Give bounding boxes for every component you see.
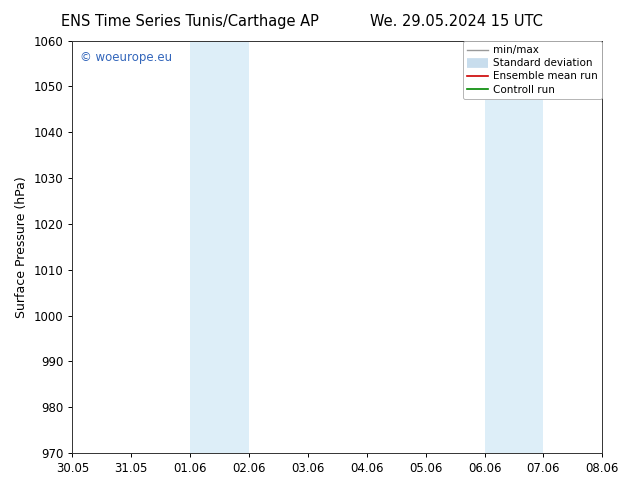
Bar (484, 41, 514, 453)
Text: © woeurope.eu: © woeurope.eu (81, 51, 172, 64)
Bar (514, 41, 543, 453)
Text: We. 29.05.2024 15 UTC: We. 29.05.2024 15 UTC (370, 14, 543, 29)
Bar (190, 41, 219, 453)
Legend: min/max, Standard deviation, Ensemble mean run, Controll run: min/max, Standard deviation, Ensemble me… (463, 41, 602, 98)
Text: ENS Time Series Tunis/Carthage AP: ENS Time Series Tunis/Carthage AP (61, 14, 319, 29)
Y-axis label: Surface Pressure (hPa): Surface Pressure (hPa) (15, 176, 28, 318)
Bar (219, 41, 249, 453)
